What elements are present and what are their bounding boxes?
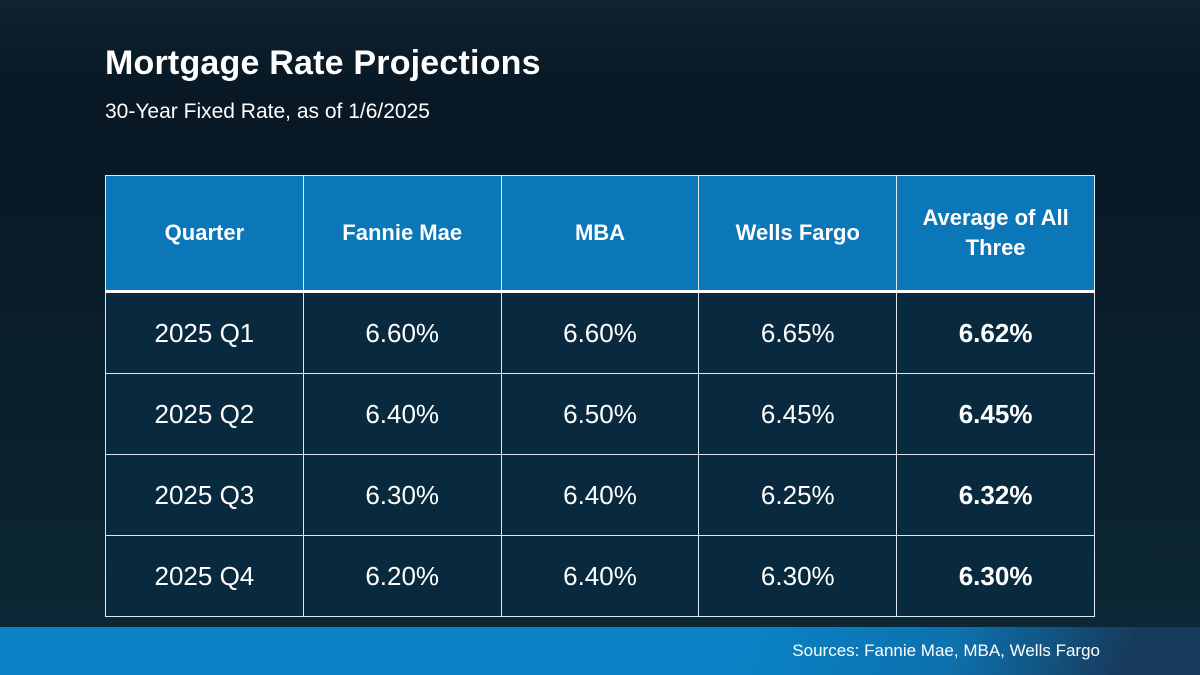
- cell-wells-fargo: 6.30%: [698, 535, 898, 617]
- cell-average: 6.45%: [896, 373, 1095, 455]
- cell-quarter: 2025 Q3: [105, 454, 304, 536]
- cell-mba: 6.40%: [500, 535, 700, 617]
- column-header-mba: MBA: [500, 175, 700, 293]
- cell-average: 6.62%: [896, 291, 1095, 374]
- mortgage-rates-table: Quarter Fannie Mae MBA Wells Fargo Avera…: [105, 175, 1095, 617]
- footer-bar: Sources: Fannie Mae, MBA, Wells Fargo: [0, 627, 1200, 675]
- table-row: 2025 Q2 6.40% 6.50% 6.45% 6.45%: [105, 373, 1095, 455]
- table-row: 2025 Q3 6.30% 6.40% 6.25% 6.32%: [105, 454, 1095, 536]
- cell-wells-fargo: 6.25%: [698, 454, 898, 536]
- cell-quarter: 2025 Q2: [105, 373, 304, 455]
- column-header-average: Average of All Three: [896, 175, 1095, 293]
- cell-average: 6.32%: [896, 454, 1095, 536]
- cell-fannie-mae: 6.40%: [302, 373, 502, 455]
- header-row: Quarter Fannie Mae MBA Wells Fargo Avera…: [105, 175, 1095, 293]
- column-header-quarter: Quarter: [105, 175, 304, 293]
- cell-wells-fargo: 6.45%: [698, 373, 898, 455]
- cell-fannie-mae: 6.30%: [302, 454, 502, 536]
- cell-fannie-mae: 6.20%: [302, 535, 502, 617]
- cell-mba: 6.40%: [500, 454, 700, 536]
- table-row: 2025 Q4 6.20% 6.40% 6.30% 6.30%: [105, 535, 1095, 617]
- cell-quarter: 2025 Q4: [105, 535, 304, 617]
- page-subtitle: 30-Year Fixed Rate, as of 1/6/2025: [105, 100, 430, 123]
- cell-fannie-mae: 6.60%: [302, 291, 502, 374]
- cell-mba: 6.60%: [500, 291, 700, 374]
- table-row: 2025 Q1 6.60% 6.60% 6.65% 6.62%: [105, 291, 1095, 374]
- column-header-wells-fargo: Wells Fargo: [698, 175, 898, 293]
- page-title: Mortgage Rate Projections: [105, 44, 541, 82]
- cell-quarter: 2025 Q1: [105, 291, 304, 374]
- cell-average: 6.30%: [896, 535, 1095, 617]
- table-body: 2025 Q1 6.60% 6.60% 6.65% 6.62% 2025 Q2 …: [105, 291, 1095, 617]
- column-header-fannie-mae: Fannie Mae: [302, 175, 502, 293]
- sources-text: Sources: Fannie Mae, MBA, Wells Fargo: [792, 641, 1100, 660]
- cell-wells-fargo: 6.65%: [698, 291, 898, 374]
- table-header: Quarter Fannie Mae MBA Wells Fargo Avera…: [105, 175, 1095, 293]
- cell-mba: 6.50%: [500, 373, 700, 455]
